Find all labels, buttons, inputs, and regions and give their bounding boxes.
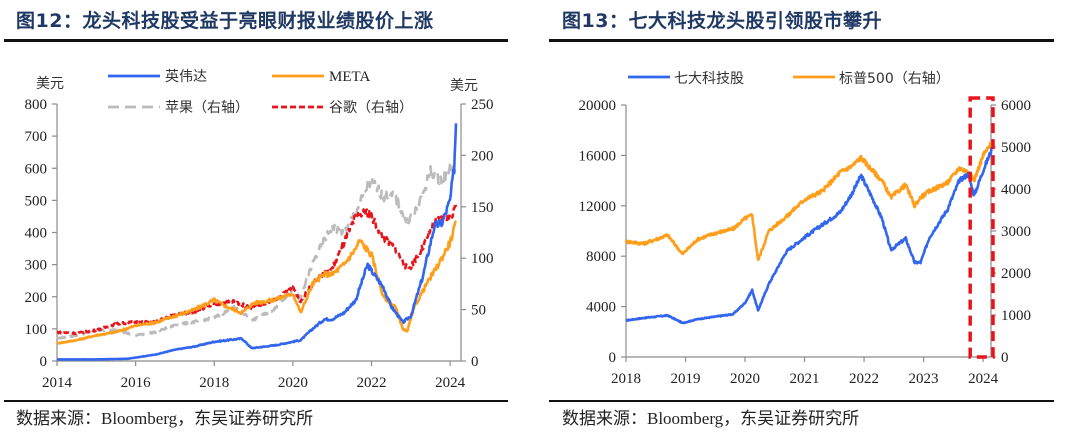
legend-label-2: 标普500（右轴） [839,71,950,87]
source-rule [549,400,1054,402]
left-y-tick-label: 4000 [586,300,616,316]
figure-12-chart: 0 100 200 300 400 500 600 700 800 0 50 100 150 200 250… [25,68,494,391]
left-y-tick-label: 700 [25,129,48,145]
legend-label-1: 七大科技股 [674,71,744,87]
title-rule [549,39,1054,42]
left-y-tick-label: 200 [25,290,48,306]
x-tick-label: 2020 [278,375,308,391]
left-y-tick-label: 8000 [586,249,616,265]
legend-label-1: 英伟达 [165,68,207,85]
left-y-tick-label: 0 [40,354,48,370]
figure-13-title: 图13：七大科技龙头股引领股市攀升 [562,10,882,32]
legend-label-4: 谷歌（右轴） [329,100,413,116]
right-y-tick-label: 6000 [1001,98,1031,114]
x-tick-label: 2020 [730,371,760,387]
x-tick-label: 2021 [790,371,820,387]
left-y-tick-label: 400 [25,226,48,242]
right-y-tick-label: 3000 [1001,224,1031,240]
right-y-tick-label: 4000 [1001,182,1031,198]
series-line-2 [56,220,458,345]
source-rule [4,400,508,402]
x-tick-label: 2016 [121,375,152,391]
legend-label-3: 苹果（右轴） [165,100,249,116]
left-y-tick-label: 100 [25,322,48,338]
figure-12-title: 图12：龙头科技股受益于亮眼财报业绩股价上涨 [16,10,434,32]
left-y-tick-label: 0 [609,350,617,366]
right-y-tick-label: 50 [471,303,486,319]
series-line-4 [56,202,458,336]
left-y-tick-label: 20000 [579,98,617,114]
left-y-tick-label: 16000 [579,148,617,164]
right-y-tick-label: 5000 [1001,140,1031,156]
right-y-tick-label: 0 [471,354,479,370]
left-y-tick-label: 500 [25,193,48,209]
x-tick-label: 2014 [42,375,73,391]
legend-label-2: META [329,69,370,85]
right-y-tick-label: 0 [1001,350,1009,366]
left-axis-unit: 美元 [36,76,64,92]
x-tick-label: 2024 [968,371,999,387]
figure-13-panel: 图13：七大科技龙头股引领股市攀升 0 4000 8000 12000 16000 200… [540,0,1080,443]
figure-13-source: 数据来源：Bloomberg，东吴证券研究所 [562,409,860,428]
x-tick-label: 2023 [909,371,939,387]
title-rule [4,39,508,42]
right-y-tick-label: 150 [471,200,494,216]
right-y-tick-label: 200 [471,148,494,164]
left-y-tick-label: 800 [25,97,48,113]
highlight-box [968,96,995,359]
right-y-tick-label: 100 [471,251,494,267]
left-y-tick-label: 12000 [579,199,617,215]
x-tick-label: 2022 [849,371,879,387]
figure-12-panel: 图12：龙头科技股受益于亮眼财报业绩股价上涨 0 100 200 300 400 500 6… [4,10,508,428]
series-line-3 [56,161,457,340]
series-line-1 [625,147,994,325]
right-axis-unit: 美元 [450,78,478,94]
right-y-tick-label: 2000 [1001,266,1031,282]
series-line-1 [56,123,458,361]
x-tick-label: 2024 [435,375,466,391]
right-y-tick-label: 250 [471,97,494,113]
x-tick-label: 2019 [671,371,701,387]
figure-13-chart: 0 4000 8000 12000 16000 20000 0 1000 2000 3000 400… [579,71,1032,387]
series-line-2 [624,141,993,261]
right-y-tick-label: 1000 [1001,308,1031,324]
x-tick-label: 2022 [357,375,387,391]
x-tick-label: 2018 [611,371,641,387]
x-tick-label: 2018 [199,375,229,391]
left-y-tick-label: 600 [25,161,48,177]
left-y-tick-label: 300 [25,258,48,274]
figure-12-source: 数据来源：Bloomberg，东吴证券研究所 [16,409,314,428]
